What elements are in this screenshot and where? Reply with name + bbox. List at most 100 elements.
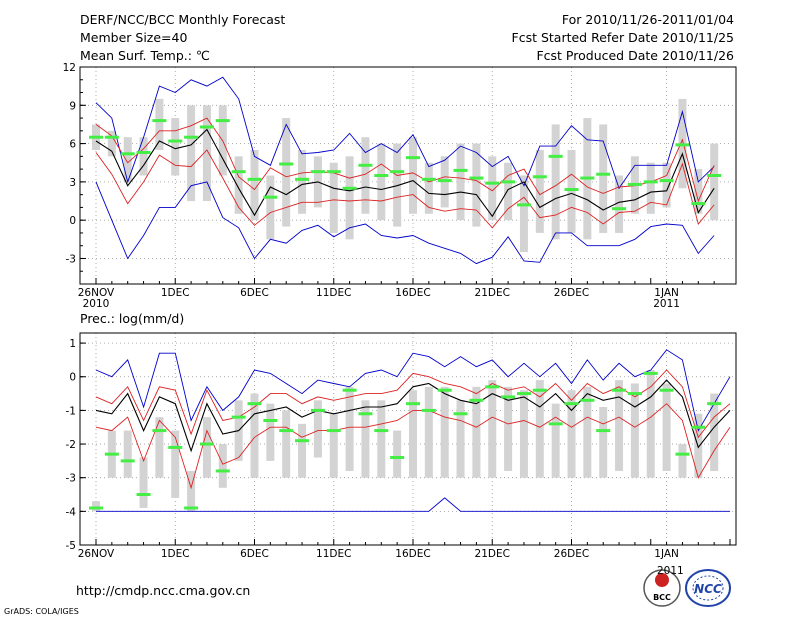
temp-median-mark-38 [691, 202, 706, 206]
prec-spread-bar-34 [630, 383, 639, 478]
temp-median-mark-4 [152, 119, 167, 123]
prec-spread-bar-24 [472, 386, 481, 478]
prec-spread-bar-8 [218, 444, 227, 488]
prec-spread-bar-17 [361, 400, 370, 478]
prec-median-mark-30 [564, 402, 579, 406]
footer-url[interactable]: http://cmdp.ncc.cma.gov.cn [76, 583, 250, 598]
temp-spread-bar-28 [535, 149, 544, 233]
prec-median-mark-39 [707, 402, 722, 406]
temp-median-mark-0 [89, 135, 103, 139]
temp-spread-bar-39 [710, 143, 719, 221]
prec-y-tick-label-1: -4 [66, 506, 77, 518]
temp-median-mark-15 [326, 170, 341, 174]
temp-spread-bar-16 [345, 156, 354, 240]
prec-x-tick-label-5: 21DEC [475, 548, 510, 560]
temp-spread-bar-24 [472, 143, 481, 227]
temp-median-mark-35 [643, 180, 658, 184]
prec-median-mark-0 [89, 506, 103, 510]
logo-top-label: 2011 [657, 565, 684, 577]
prec-median-mark-12 [279, 429, 294, 433]
temp-y-tick-label-3: 6 [69, 139, 76, 151]
temp-spread-bar-33 [615, 175, 624, 233]
temp-spread-bar-21 [424, 162, 433, 214]
figure-title: DERF/NCC/BCC Monthly Forecast [80, 12, 285, 27]
prec-median-mark-6 [184, 506, 199, 510]
temp-median-mark-19 [390, 170, 405, 174]
precipitation-variable-label: Prec.: log(mm/d) [80, 311, 184, 326]
temp-max-line [95, 76, 715, 190]
temp-median-mark-23 [453, 168, 468, 172]
prec-spread-bar-5 [171, 430, 180, 498]
temp-median-mark-27 [516, 203, 531, 207]
prec-median-mark-21 [421, 408, 436, 412]
forecast-period-label: For 2010/11/26-2011/01/04 [562, 12, 734, 27]
temp-spread-bar-2 [123, 137, 132, 182]
temp-median-mark-31 [580, 176, 595, 180]
prec-min-line [96, 497, 730, 512]
prec-median-mark-7 [199, 442, 214, 446]
prec-median-mark-25 [485, 385, 500, 389]
temp-median-mark-20 [406, 156, 420, 160]
temp-median-mark-10 [247, 177, 262, 181]
prec-median-mark-15 [326, 429, 341, 433]
prec-x-tick-label-1: 1DEC [161, 548, 190, 560]
prec-y-tick-label-3: -2 [66, 439, 76, 451]
prec-frame [79, 332, 737, 546]
temp-spread-bar-12 [282, 118, 291, 227]
prec-spread-bar-25 [488, 380, 497, 478]
prec-spread-bar-37 [678, 444, 687, 478]
temp-spread-bar-23 [456, 143, 465, 221]
prec-x-tick-label-3: 11DEC [316, 548, 351, 560]
temp-median-mark-26 [501, 180, 516, 184]
temp-upper-line [95, 117, 715, 203]
ncc-logo-text: NCC [694, 582, 722, 596]
prec-median-mark-33 [612, 388, 627, 392]
prec-spread-bar-15 [329, 413, 338, 478]
prec-median-mark-32 [596, 429, 611, 433]
prec-spread-bar-6 [187, 470, 196, 512]
temp-spread-bar-29 [551, 124, 560, 240]
prec-median-mark-2 [120, 459, 135, 463]
temp-mean-line [95, 128, 715, 218]
temp-spread-bar-35 [646, 162, 655, 214]
temp-spread-bar-4 [155, 98, 164, 150]
bcc-logo-ring [643, 569, 681, 607]
prec-y-tick-label-5: 0 [69, 372, 76, 384]
temp-x-tick-label-2: 6DEC [240, 287, 269, 299]
prec-median-mark-34 [627, 392, 642, 396]
prec-median-mark-28 [532, 388, 547, 392]
prec-max-line [95, 349, 731, 432]
prec-median-mark-24 [469, 398, 484, 402]
prec-spread-bar-26 [504, 386, 513, 471]
prec-median-mark-4 [152, 429, 167, 433]
temp-spread-bar-30 [567, 149, 576, 233]
prec-median-mark-27 [516, 392, 531, 396]
prec-spread-bar-10 [250, 393, 259, 478]
prec-spread-bar-23 [456, 400, 465, 478]
temp-median-mark-12 [279, 162, 294, 166]
temp-spread-bar-19 [393, 143, 402, 227]
bcc-logo-text: BCC [653, 593, 671, 602]
prec-spread-bar-20 [409, 390, 417, 478]
temp-median-mark-29 [548, 154, 563, 158]
prec-x-tick-label-7: 1JAN [654, 548, 679, 560]
prec-median-mark-36 [659, 388, 674, 392]
temperature-variable-label: Mean Surf. Temp.: ℃ [80, 48, 210, 63]
member-size-label: Member Size=40 [80, 30, 187, 45]
temp-spread-bar-17 [361, 137, 370, 214]
temp-spread-bar-9 [234, 156, 243, 214]
temp-median-mark-11 [263, 195, 278, 199]
temp-median-mark-16 [342, 186, 357, 190]
prec-spread-bar-18 [377, 400, 386, 478]
temp-median-mark-5 [168, 139, 183, 143]
ncc-logo: NCC [685, 569, 731, 607]
temp-median-mark-28 [532, 175, 547, 179]
prec-y-tick-label-0: -5 [66, 540, 76, 552]
prec-spread-bar-21 [424, 386, 433, 478]
temp-spread-bar-15 [329, 162, 338, 233]
prec-median-mark-13 [295, 439, 310, 443]
prec-median-mark-11 [263, 418, 278, 422]
temp-median-mark-34 [627, 182, 642, 186]
prec-median-mark-37 [675, 452, 690, 456]
temp-x-tick-sublabel-0: 2010 [83, 298, 110, 310]
